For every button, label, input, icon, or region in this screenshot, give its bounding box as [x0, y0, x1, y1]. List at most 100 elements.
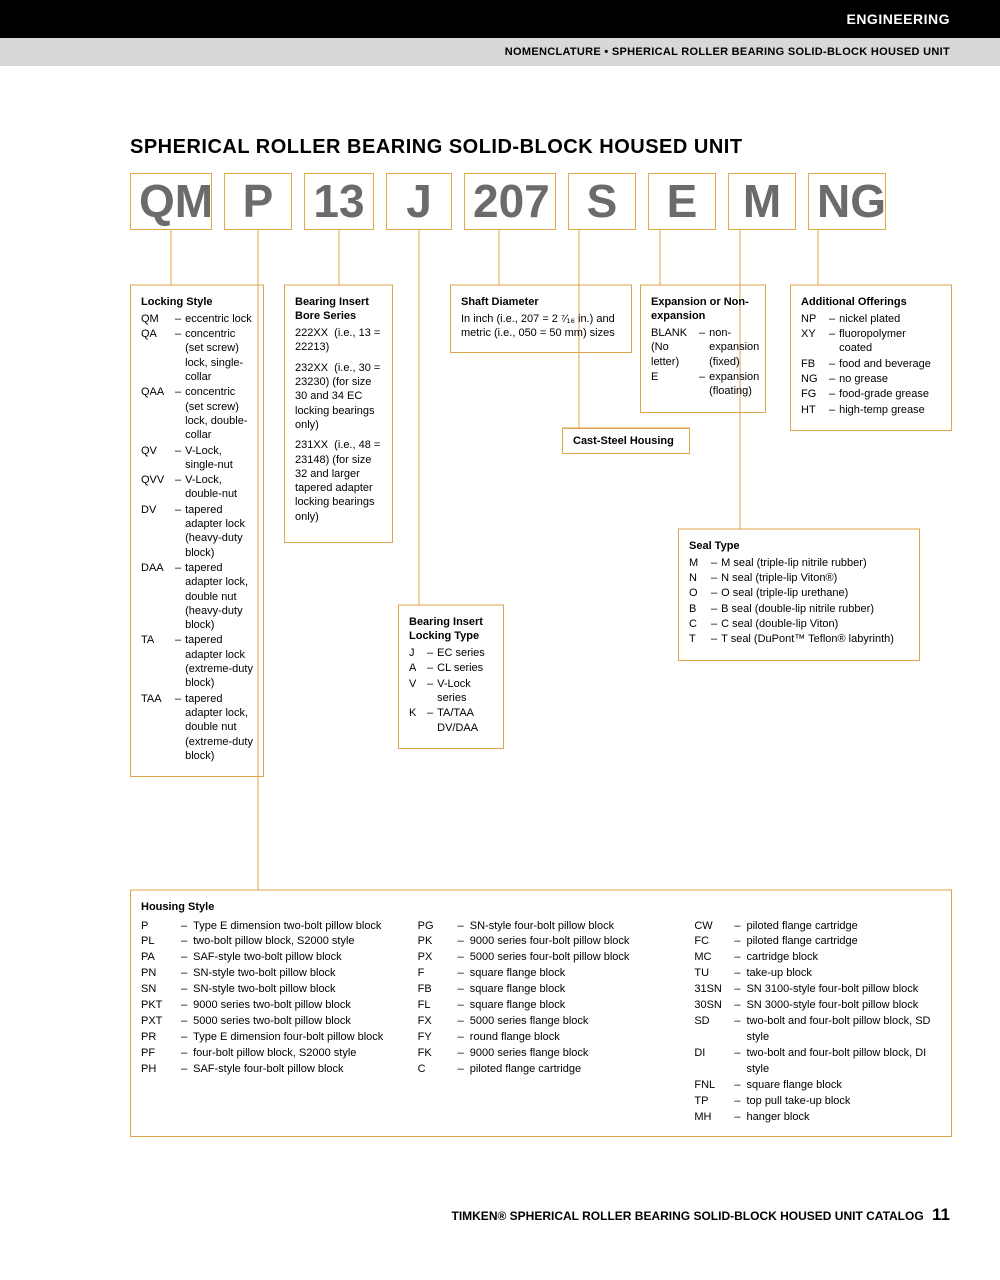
- kv-row: C–C seal (double-lip Viton): [689, 617, 909, 631]
- footer-text: SPHERICAL ROLLER BEARING SOLID-BLOCK HOU…: [510, 1209, 924, 1223]
- cast-steel-box: Cast-Steel Housing: [562, 428, 690, 454]
- housing-row: PG–SN-style four-bolt pillow block: [418, 919, 665, 935]
- header-gray-bar: NOMENCLATURE • SPHERICAL ROLLER BEARING …: [0, 38, 1000, 66]
- housing-row: PF–four-bolt pillow block, S2000 style: [141, 1046, 388, 1062]
- kv-row: XY–fluoropolymer coated: [801, 327, 941, 356]
- breadcrumb: NOMENCLATURE • SPHERICAL ROLLER BEARING …: [505, 46, 950, 58]
- housing-row: PL–two-bolt pillow block, S2000 style: [141, 934, 388, 950]
- housing-row: CW–piloted flange cartridge: [694, 919, 941, 935]
- kv-row: FB–food and beverage: [801, 357, 941, 371]
- housing-row: PX–5000 series four-bolt pillow block: [418, 950, 665, 966]
- housing-row: 31SN–SN 3100-style four-bolt pillow bloc…: [694, 982, 941, 998]
- housing-row: PK–9000 series four-bolt pillow block: [418, 934, 665, 950]
- housing-row: 30SN–SN 3000-style four-bolt pillow bloc…: [694, 998, 941, 1014]
- housing-row: FB–square flange block: [418, 982, 665, 998]
- footer-brand: TIMKEN®: [451, 1209, 506, 1223]
- housing-row: MH–hanger block: [694, 1110, 941, 1126]
- housing-title: Housing Style: [141, 900, 941, 916]
- expansion-title: Expansion or Non-expansion: [651, 295, 755, 324]
- code-box-m: M: [728, 173, 796, 230]
- bore-item: 222XX (i.e., 13 = 22213): [295, 326, 382, 355]
- housing-column: CW–piloted flange cartridgeFC–piloted fl…: [694, 919, 941, 1126]
- housing-row: FY–round flange block: [418, 1030, 665, 1046]
- housing-row: PA–SAF-style two-bolt pillow block: [141, 950, 388, 966]
- housing-box: Housing Style P–Type E dimension two-bol…: [130, 890, 952, 1137]
- housing-row: FK–9000 series flange block: [418, 1046, 665, 1062]
- code-box-j: J: [386, 173, 452, 230]
- expansion-box: Expansion or Non-expansion BLANK(Nolette…: [640, 285, 766, 413]
- kv-row: FG–food-grade grease: [801, 387, 941, 401]
- kv-row: O–O seal (triple-lip urethane): [689, 586, 909, 600]
- code-box-207: 207: [464, 173, 556, 230]
- locking-type-title: Bearing Insert Locking Type: [409, 615, 493, 644]
- kv-row: A–CL series: [409, 661, 493, 675]
- code-box-ng: NG: [808, 173, 886, 230]
- housing-row: PN–SN-style two-bolt pillow block: [141, 966, 388, 982]
- page-title: SPHERICAL ROLLER BEARING SOLID-BLOCK HOU…: [130, 136, 950, 159]
- footer-page: 11: [932, 1205, 950, 1224]
- shaft-diameter-title: Shaft Diameter: [461, 295, 621, 309]
- kv-row: QAA–concentric (set screw) lock, double-…: [141, 385, 253, 442]
- kv-row: V–V-Lock series: [409, 677, 493, 706]
- bore-item: 231XX (i.e., 48 = 23148) (for size 32 an…: [295, 438, 382, 524]
- locking-style-title: Locking Style: [141, 295, 253, 309]
- housing-row: TP–top pull take-up block: [694, 1094, 941, 1110]
- code-box-qm: QM: [130, 173, 212, 230]
- seal-type-box: Seal Type M–M seal (triple-lip nitrile r…: [678, 529, 920, 661]
- footer: TIMKEN® SPHERICAL ROLLER BEARING SOLID-B…: [451, 1205, 950, 1225]
- kv-row: NG–no grease: [801, 372, 941, 386]
- kv-row: DAA–tapered adapter lock, double nut (he…: [141, 561, 253, 632]
- kv-row: NP–nickel plated: [801, 312, 941, 326]
- kv-row: J–EC series: [409, 646, 493, 660]
- housing-row: MC–cartridge block: [694, 950, 941, 966]
- kv-row: K–TA/TAA DV/DAA: [409, 706, 493, 735]
- locking-type-box: Bearing Insert Locking Type J–EC seriesA…: [398, 605, 504, 749]
- additional-box: Additional Offerings NP–nickel platedXY–…: [790, 285, 952, 431]
- kv-row: DV–tapered adapter lock (heavy-duty bloc…: [141, 503, 253, 560]
- housing-row: TU–take-up block: [694, 966, 941, 982]
- housing-row: FX–5000 series flange block: [418, 1014, 665, 1030]
- locking-style-box: Locking Style QM–eccentric lockQA–concen…: [130, 285, 264, 778]
- code-box-s: S: [568, 173, 636, 230]
- kv-row: N–N seal (triple-lip Viton®): [689, 571, 909, 585]
- kv-row: T–T seal (DuPont™ Teflon® labyrinth): [689, 632, 909, 646]
- kv-row: QV–V-Lock, single-nut: [141, 444, 253, 473]
- kv-row: TAA–tapered adapter lock, double nut (ex…: [141, 692, 253, 763]
- diagram-area: Locking Style QM–eccentric lockQA–concen…: [130, 230, 950, 1040]
- housing-row: SN–SN-style two-bolt pillow block: [141, 982, 388, 998]
- kv-row: M–M seal (triple-lip nitrile rubber): [689, 556, 909, 570]
- page-content: SPHERICAL ROLLER BEARING SOLID-BLOCK HOU…: [0, 136, 1000, 1040]
- housing-row: PXT–5000 series two-bolt pillow block: [141, 1014, 388, 1030]
- additional-title: Additional Offerings: [801, 295, 941, 309]
- housing-row: PR–Type E dimension four-bolt pillow blo…: [141, 1030, 388, 1046]
- housing-row: SD–two-bolt and four-bolt pillow block, …: [694, 1014, 941, 1046]
- housing-row: PKT–9000 series two-bolt pillow block: [141, 998, 388, 1014]
- kv-row: HT–high-temp grease: [801, 403, 941, 417]
- kv-row: QM–eccentric lock: [141, 312, 253, 326]
- header-black-bar: ENGINEERING: [0, 0, 1000, 38]
- shaft-diameter-box: Shaft Diameter In inch (i.e., 207 = 2 ⁷⁄…: [450, 285, 632, 354]
- housing-column: PG–SN-style four-bolt pillow blockPK–900…: [418, 919, 665, 1126]
- housing-row: FL–square flange block: [418, 998, 665, 1014]
- housing-row: P–Type E dimension two-bolt pillow block: [141, 919, 388, 935]
- bore-series-title: Bearing Insert Bore Series: [295, 295, 382, 324]
- seal-type-title: Seal Type: [689, 539, 909, 553]
- kv-row: TA–tapered adapter lock (extreme-duty bl…: [141, 633, 253, 690]
- code-box-e: E: [648, 173, 716, 230]
- section-label: ENGINEERING: [846, 11, 950, 27]
- code-box-p: P: [224, 173, 292, 230]
- kv-row: B–B seal (double-lip nitrile rubber): [689, 602, 909, 616]
- bore-series-box: Bearing Insert Bore Series 222XX (i.e., …: [284, 285, 393, 543]
- code-box-13: 13: [304, 173, 374, 230]
- housing-row: C–piloted flange cartridge: [418, 1062, 665, 1078]
- housing-row: F–square flange block: [418, 966, 665, 982]
- housing-row: FNL–square flange block: [694, 1078, 941, 1094]
- housing-row: PH–SAF-style four-bolt pillow block: [141, 1062, 388, 1078]
- housing-row: FC–piloted flange cartridge: [694, 934, 941, 950]
- kv-row: QA–concentric (set screw) lock, single-c…: [141, 327, 253, 384]
- bore-item: 232XX (i.e., 30 = 23230) (for size 30 an…: [295, 361, 382, 432]
- kv-row: QVV–V-Lock, double-nut: [141, 473, 253, 502]
- housing-column: P–Type E dimension two-bolt pillow block…: [141, 919, 388, 1126]
- code-boxes-row: QM P 13 J 207 S E M NG: [130, 173, 950, 230]
- housing-row: DI–two-bolt and four-bolt pillow block, …: [694, 1046, 941, 1078]
